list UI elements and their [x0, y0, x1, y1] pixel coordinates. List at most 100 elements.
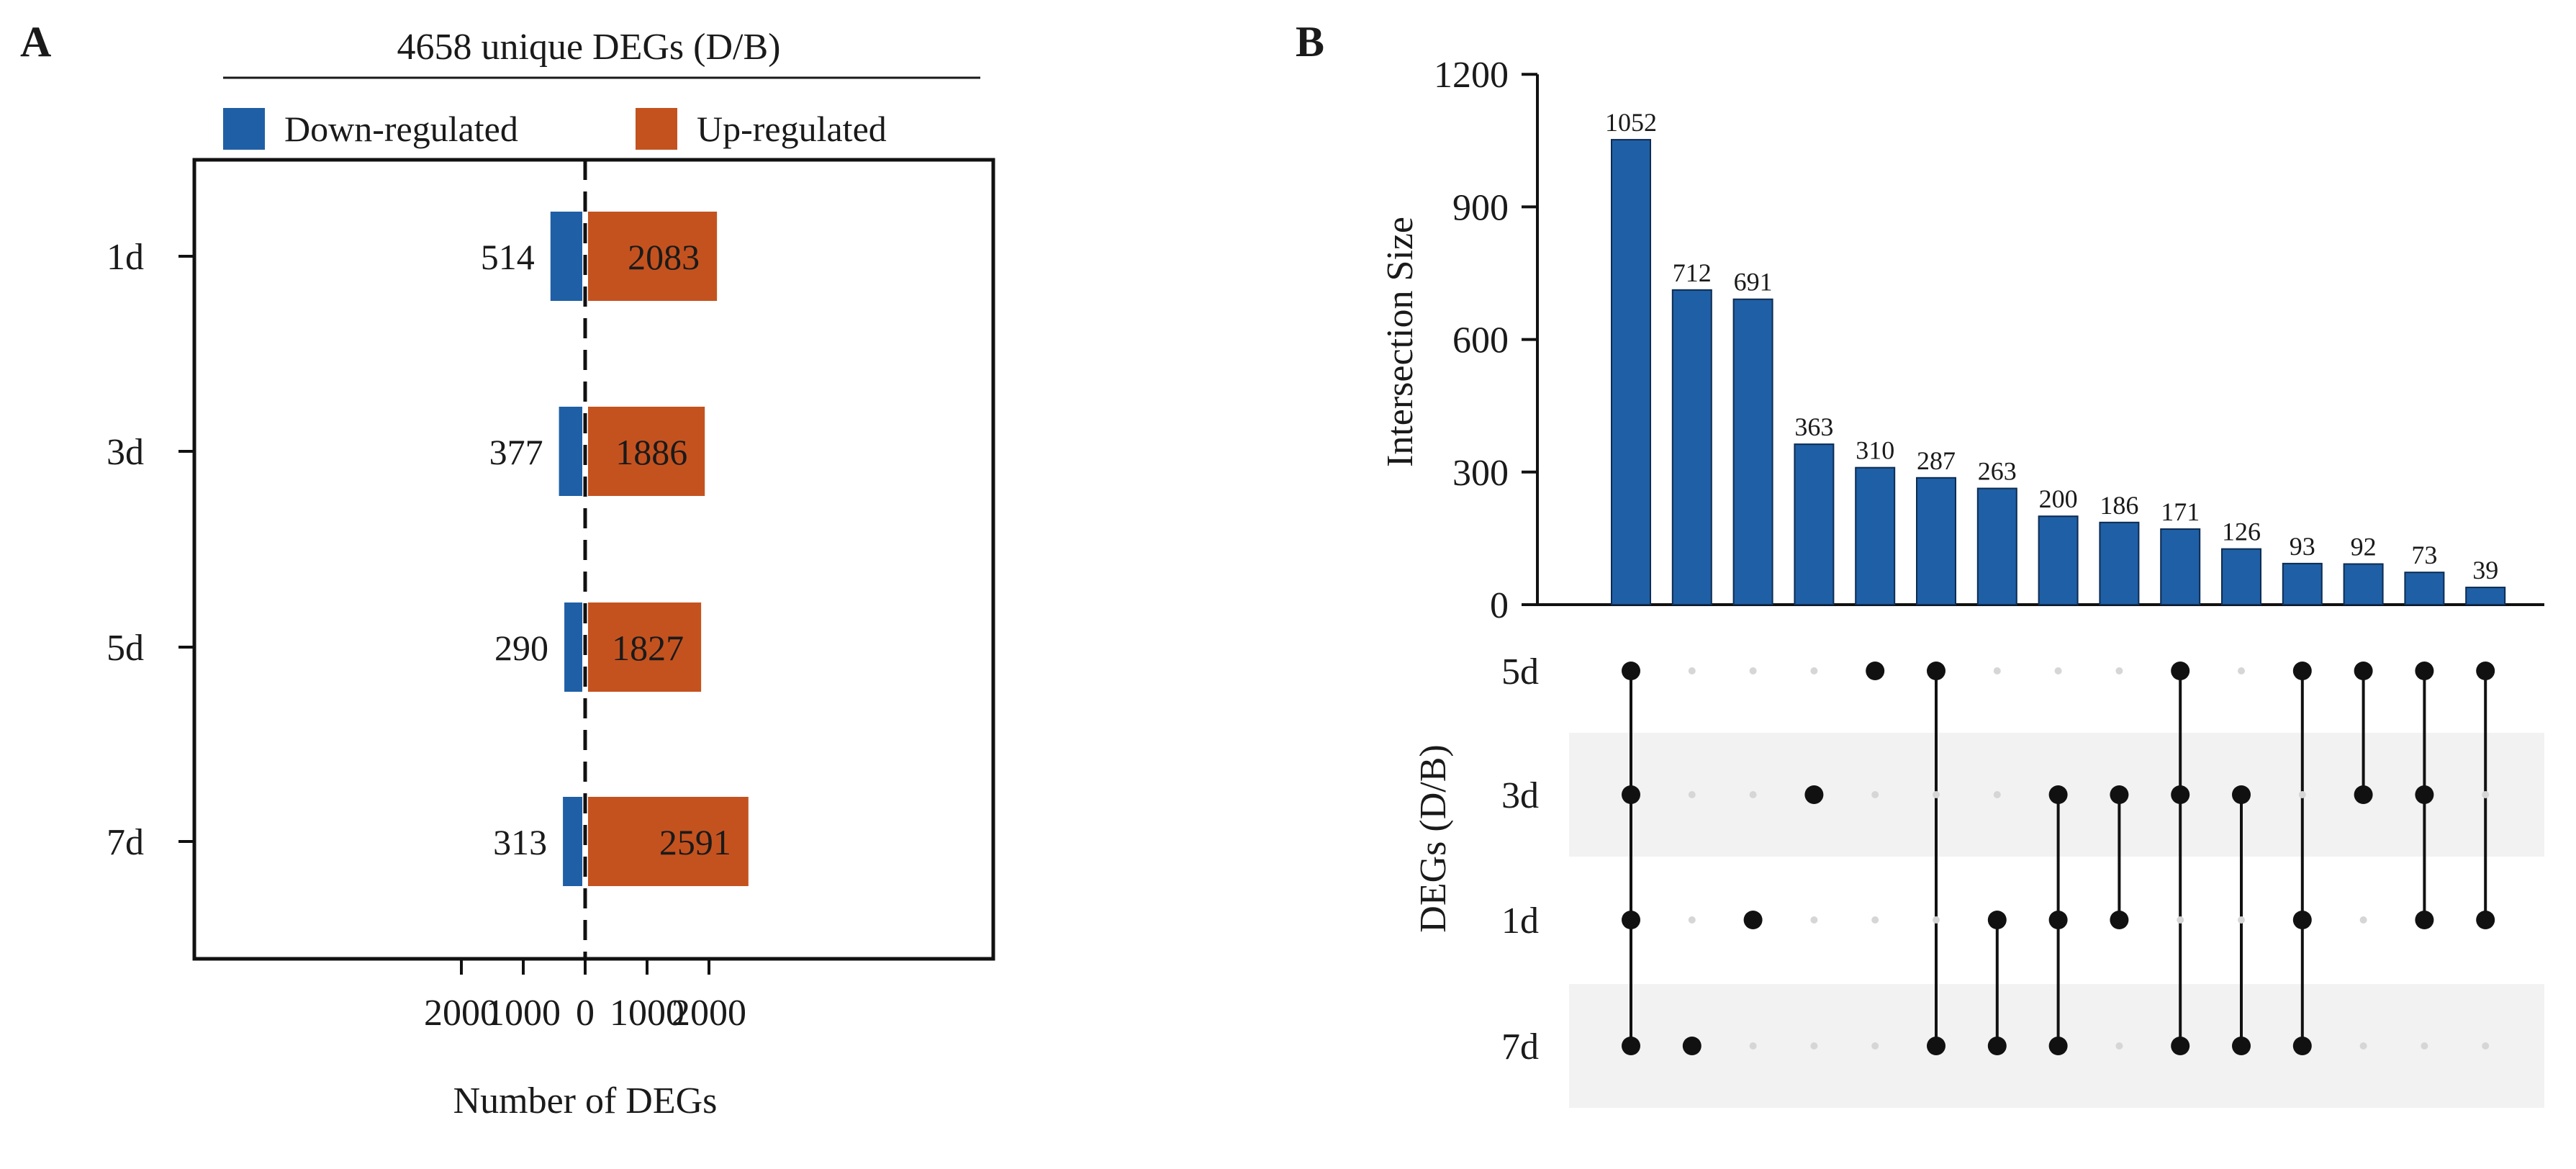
- legend-label-down: Down-regulated: [284, 109, 518, 149]
- matrix-dot-off-8-5d: [2115, 667, 2123, 674]
- matrix-dot-off-3-7d: [1810, 1042, 1818, 1050]
- matrix-dot-on-12-3d: [2354, 785, 2373, 804]
- intersection-bar-1: [1671, 289, 1712, 605]
- matrix-dot-on-0-3d: [1622, 785, 1640, 804]
- intersection-size-label-0: 1052: [1605, 108, 1657, 137]
- category-labels-layer: 1d 3d 5d 7d: [107, 237, 194, 863]
- matrix-dot-off-5-3d: [1933, 791, 1940, 798]
- matrix-dot-off-11-3d: [2298, 791, 2306, 798]
- matrix-dot-on-13-5d: [2415, 662, 2434, 680]
- matrix-dot-on-11-5d: [2292, 662, 2312, 680]
- x-tick-label-2: 0: [576, 993, 595, 1034]
- data-label-up-3d: 1886: [615, 432, 687, 472]
- intersection-bar-12: [2343, 563, 2384, 606]
- matrix-dot-on-9-5d: [2171, 662, 2190, 680]
- bar-up-3d: [588, 407, 705, 496]
- matrix-dot-on-0-7d: [1622, 1037, 1640, 1055]
- bar-up-5d: [588, 602, 702, 692]
- matrix-dot-off-3-1d: [1810, 916, 1818, 924]
- matrix-dot-on-0-5d: [1622, 662, 1640, 680]
- intersection-size-label-9: 171: [2161, 497, 2200, 526]
- y-tick-label-4: 1200: [1434, 55, 1509, 96]
- matrix-dot-on-13-3d: [2415, 785, 2434, 804]
- matrix-dot-on-8-1d: [2110, 911, 2129, 929]
- matrix-dot-off-14-7d: [2482, 1042, 2490, 1050]
- matrix-dot-on-11-7d: [2292, 1037, 2312, 1055]
- intersection-size-label-14: 39: [2472, 556, 2498, 584]
- matrix-dot-off-14-3d: [2482, 791, 2490, 798]
- matrix-dot-on-13-1d: [2415, 911, 2434, 929]
- matrix-dot-on-1-7d: [1682, 1037, 1701, 1055]
- x-tick-label-3: 1000: [610, 993, 684, 1034]
- matrix-dot-off-2-5d: [1749, 667, 1757, 674]
- data-label-up-7d: 2591: [659, 822, 731, 862]
- data-label-down-5d: 290: [494, 628, 548, 668]
- category-label-7d: 7d: [107, 822, 144, 863]
- intersection-bar-4: [1855, 466, 1896, 605]
- matrix-dot-on-6-1d: [1987, 911, 2007, 929]
- data-label-down-3d: 377: [489, 432, 543, 472]
- y-tick-label-3: 900: [1452, 187, 1509, 228]
- intersection-bar-3: [1794, 443, 1835, 605]
- set-label-1d: 1d: [1501, 901, 1539, 942]
- x-tick-label-0: 2000: [424, 993, 499, 1034]
- matrix-dot-off-10-1d: [2238, 916, 2245, 924]
- intersection-bar-8: [2099, 521, 2140, 606]
- data-label-down-7d: 313: [493, 822, 547, 862]
- set-label-5d: 5d: [1501, 651, 1539, 692]
- intersection-bar-10: [2221, 548, 2261, 605]
- panel-a-diverging-bar-chart: 4658 unique DEGs (D/B) Down-regulated Up…: [107, 27, 995, 1121]
- intersection-size-label-7: 200: [2039, 484, 2078, 513]
- matrix-dot-off-7-5d: [2054, 667, 2062, 674]
- data-label-down-1d: 514: [481, 237, 535, 277]
- intersection-size-label-1: 712: [1673, 258, 1712, 287]
- legend-swatch-up: [636, 108, 677, 150]
- data-label-up-1d: 2083: [628, 237, 700, 277]
- plot-frame: [192, 158, 995, 961]
- category-label-3d: 3d: [107, 432, 144, 473]
- matrix-dot-on-9-3d: [2171, 785, 2190, 804]
- matrix-dot-off-9-1d: [2177, 916, 2184, 924]
- intersection-size-label-12: 92: [2351, 533, 2377, 561]
- matrix-dot-on-7-1d: [2048, 911, 2068, 929]
- intersection-bar-0: [1611, 139, 1651, 605]
- matrix-dot-off-6-3d: [1993, 791, 2001, 798]
- y-axis-title: Intersection Size: [1380, 217, 1421, 467]
- intersection-size-label-8: 186: [2100, 491, 2138, 520]
- matrix-dot-on-14-1d: [2476, 911, 2495, 929]
- matrix-axis-title: DEGs (D/B): [1413, 744, 1454, 932]
- matrix-dot-off-8-7d: [2115, 1042, 2123, 1050]
- matrix-dot-on-6-7d: [1987, 1037, 2007, 1055]
- matrix-layer: [1622, 662, 2495, 1055]
- set-label-7d: 7d: [1501, 1026, 1539, 1068]
- matrix-dot-off-12-7d: [2359, 1042, 2367, 1050]
- intersection-size-label-10: 126: [2222, 518, 2261, 546]
- intersection-bar-9: [2160, 528, 2201, 605]
- y-tick-label-1: 300: [1452, 453, 1509, 494]
- intersection-size-label-2: 691: [1734, 268, 1773, 297]
- matrix-dot-on-2-1d: [1743, 911, 1763, 929]
- matrix-dot-off-3-5d: [1810, 667, 1818, 674]
- matrix-dot-on-10-7d: [2232, 1037, 2251, 1055]
- matrix-dot-on-4-5d: [1866, 662, 1885, 680]
- matrix-dot-on-8-3d: [2110, 785, 2129, 804]
- matrix-dot-on-7-7d: [2048, 1037, 2068, 1055]
- bar-up-1d: [588, 212, 718, 301]
- matrix-dot-off-1-5d: [1688, 667, 1696, 674]
- bar-down-3d: [559, 407, 582, 496]
- bar-down-1d: [550, 212, 582, 301]
- y-tick-label-2: 600: [1452, 320, 1509, 361]
- intersection-bar-2: [1732, 298, 1773, 605]
- intersection-bar-11: [2282, 562, 2323, 606]
- panel-label-b: B: [1296, 18, 1324, 66]
- x-tick-label-4: 2000: [672, 993, 746, 1034]
- matrix-dot-on-0-1d: [1622, 911, 1640, 929]
- chart-title: 4658 unique DEGs (D/B): [397, 27, 781, 68]
- intersection-bar-14: [2465, 587, 2506, 606]
- intersection-size-label-3: 363: [1794, 412, 1833, 441]
- intersection-size-label-5: 287: [1917, 446, 1956, 475]
- intersection-bar-7: [2038, 515, 2079, 606]
- matrix-dot-off-12-1d: [2359, 916, 2367, 924]
- intersection-bar-6: [1976, 487, 2017, 605]
